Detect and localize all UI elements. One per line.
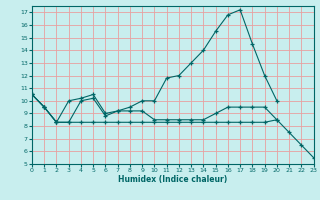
X-axis label: Humidex (Indice chaleur): Humidex (Indice chaleur) bbox=[118, 175, 228, 184]
